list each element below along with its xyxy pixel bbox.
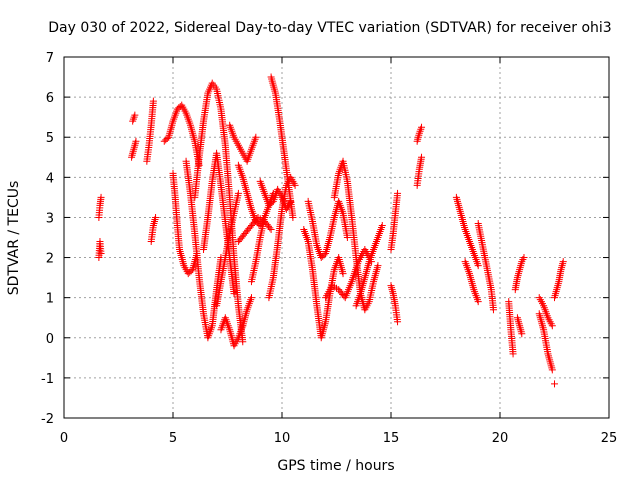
data-marks bbox=[95, 73, 567, 388]
series-PRN-ad bbox=[413, 123, 426, 145]
data-point bbox=[520, 254, 528, 262]
data-point bbox=[234, 189, 242, 197]
data-point bbox=[474, 262, 482, 270]
x-tick-label: 15 bbox=[383, 431, 400, 446]
data-point bbox=[247, 294, 255, 302]
series-PRN-z bbox=[352, 221, 386, 310]
y-tick-label: 0 bbox=[46, 332, 54, 347]
data-point bbox=[289, 213, 297, 221]
series-PRN-f bbox=[147, 213, 160, 246]
series-PRN-c bbox=[128, 137, 140, 161]
data-point bbox=[509, 350, 517, 358]
y-tick-label: 4 bbox=[46, 171, 54, 186]
series-PRN-w bbox=[304, 197, 351, 262]
x-tick-label: 10 bbox=[274, 431, 291, 446]
series-PRN-an bbox=[551, 380, 558, 388]
data-point bbox=[131, 111, 139, 119]
data-point bbox=[267, 225, 275, 233]
series-PRN-t bbox=[265, 173, 299, 302]
series-PRN-q bbox=[247, 213, 269, 286]
series-PRN-ac bbox=[413, 153, 426, 189]
data-point bbox=[291, 181, 299, 189]
data-point bbox=[132, 137, 140, 145]
data-point bbox=[548, 322, 556, 330]
data-point bbox=[378, 221, 386, 229]
data-point bbox=[394, 318, 402, 326]
data-point bbox=[287, 197, 295, 205]
chart-title: Day 030 of 2022, Sidereal Day-to-day VTE… bbox=[48, 20, 611, 36]
data-point bbox=[418, 153, 426, 161]
series-PRN-x bbox=[330, 157, 382, 314]
y-tick-label: 2 bbox=[46, 252, 54, 267]
series-PRN-al bbox=[535, 294, 556, 330]
series-PRN-e bbox=[143, 97, 157, 165]
data-point bbox=[239, 338, 247, 346]
x-tick-label: 5 bbox=[169, 431, 177, 446]
series-PRN-am bbox=[551, 258, 567, 302]
y-tick-label: -1 bbox=[41, 372, 54, 387]
axis-ticks: 0 5 10 15 20 25 -2 -1 0 1 2 3 4 5 6 7 bbox=[41, 51, 617, 446]
series-PRN-aa bbox=[387, 282, 402, 326]
data-point bbox=[343, 234, 351, 241]
series-PRN-ae bbox=[452, 193, 482, 270]
x-tick-label: 0 bbox=[60, 431, 68, 446]
data-point bbox=[266, 224, 274, 232]
series-PRN-ak bbox=[535, 310, 556, 374]
data-point bbox=[252, 133, 260, 141]
data-point bbox=[559, 258, 567, 266]
y-tick-label: 5 bbox=[46, 131, 54, 146]
data-point bbox=[418, 123, 426, 131]
y-tick-label: 7 bbox=[46, 51, 54, 66]
series-PRN-h bbox=[169, 169, 201, 278]
series-PRN-ai bbox=[511, 254, 528, 294]
plot-frame bbox=[63, 56, 610, 419]
series-PRN-v bbox=[300, 225, 347, 342]
data-point bbox=[374, 262, 382, 270]
x-tick-label: 20 bbox=[492, 431, 509, 446]
data-point bbox=[474, 298, 482, 306]
data-point bbox=[97, 250, 105, 258]
series-PRN-g bbox=[160, 101, 203, 169]
series-PRN-b bbox=[95, 193, 105, 221]
y-tick-label: 6 bbox=[46, 91, 54, 106]
grid bbox=[64, 57, 609, 418]
data-point bbox=[152, 213, 160, 221]
series-PRN-u bbox=[256, 177, 295, 213]
series-PRN-d bbox=[129, 111, 139, 125]
data-point bbox=[261, 213, 269, 221]
data-point bbox=[149, 97, 157, 105]
series-PRN-ah bbox=[505, 298, 517, 358]
series-PRN-ag bbox=[474, 219, 497, 314]
data-point bbox=[394, 189, 402, 197]
series-PRN-j bbox=[191, 79, 247, 346]
x-tick-label: 25 bbox=[601, 431, 618, 446]
data-point bbox=[97, 193, 105, 201]
data-point bbox=[551, 380, 558, 388]
data-point bbox=[548, 366, 556, 374]
series-PRN-ab bbox=[387, 189, 402, 254]
x-axis-label: GPS time / hours bbox=[277, 458, 394, 474]
data-point bbox=[339, 270, 347, 278]
series-PRN-aj bbox=[513, 314, 526, 338]
series-PRN-r bbox=[239, 294, 255, 330]
series-PRN-a bbox=[95, 238, 105, 262]
series-PRN-i bbox=[182, 157, 225, 342]
y-axis-label: SDTVAR / TECUs bbox=[6, 181, 22, 296]
y-tick-label: -2 bbox=[41, 412, 54, 427]
series-PRN-p bbox=[234, 213, 275, 246]
data-point bbox=[518, 330, 526, 338]
y-tick-label: 3 bbox=[46, 211, 54, 226]
data-point bbox=[230, 290, 238, 298]
data-point bbox=[489, 306, 497, 314]
series-PRN-l bbox=[213, 189, 242, 310]
y-tick-label: 1 bbox=[46, 292, 54, 307]
series-PRN-af bbox=[461, 258, 482, 306]
series-PRN-n bbox=[226, 121, 260, 165]
series-PRN-m bbox=[217, 314, 247, 350]
